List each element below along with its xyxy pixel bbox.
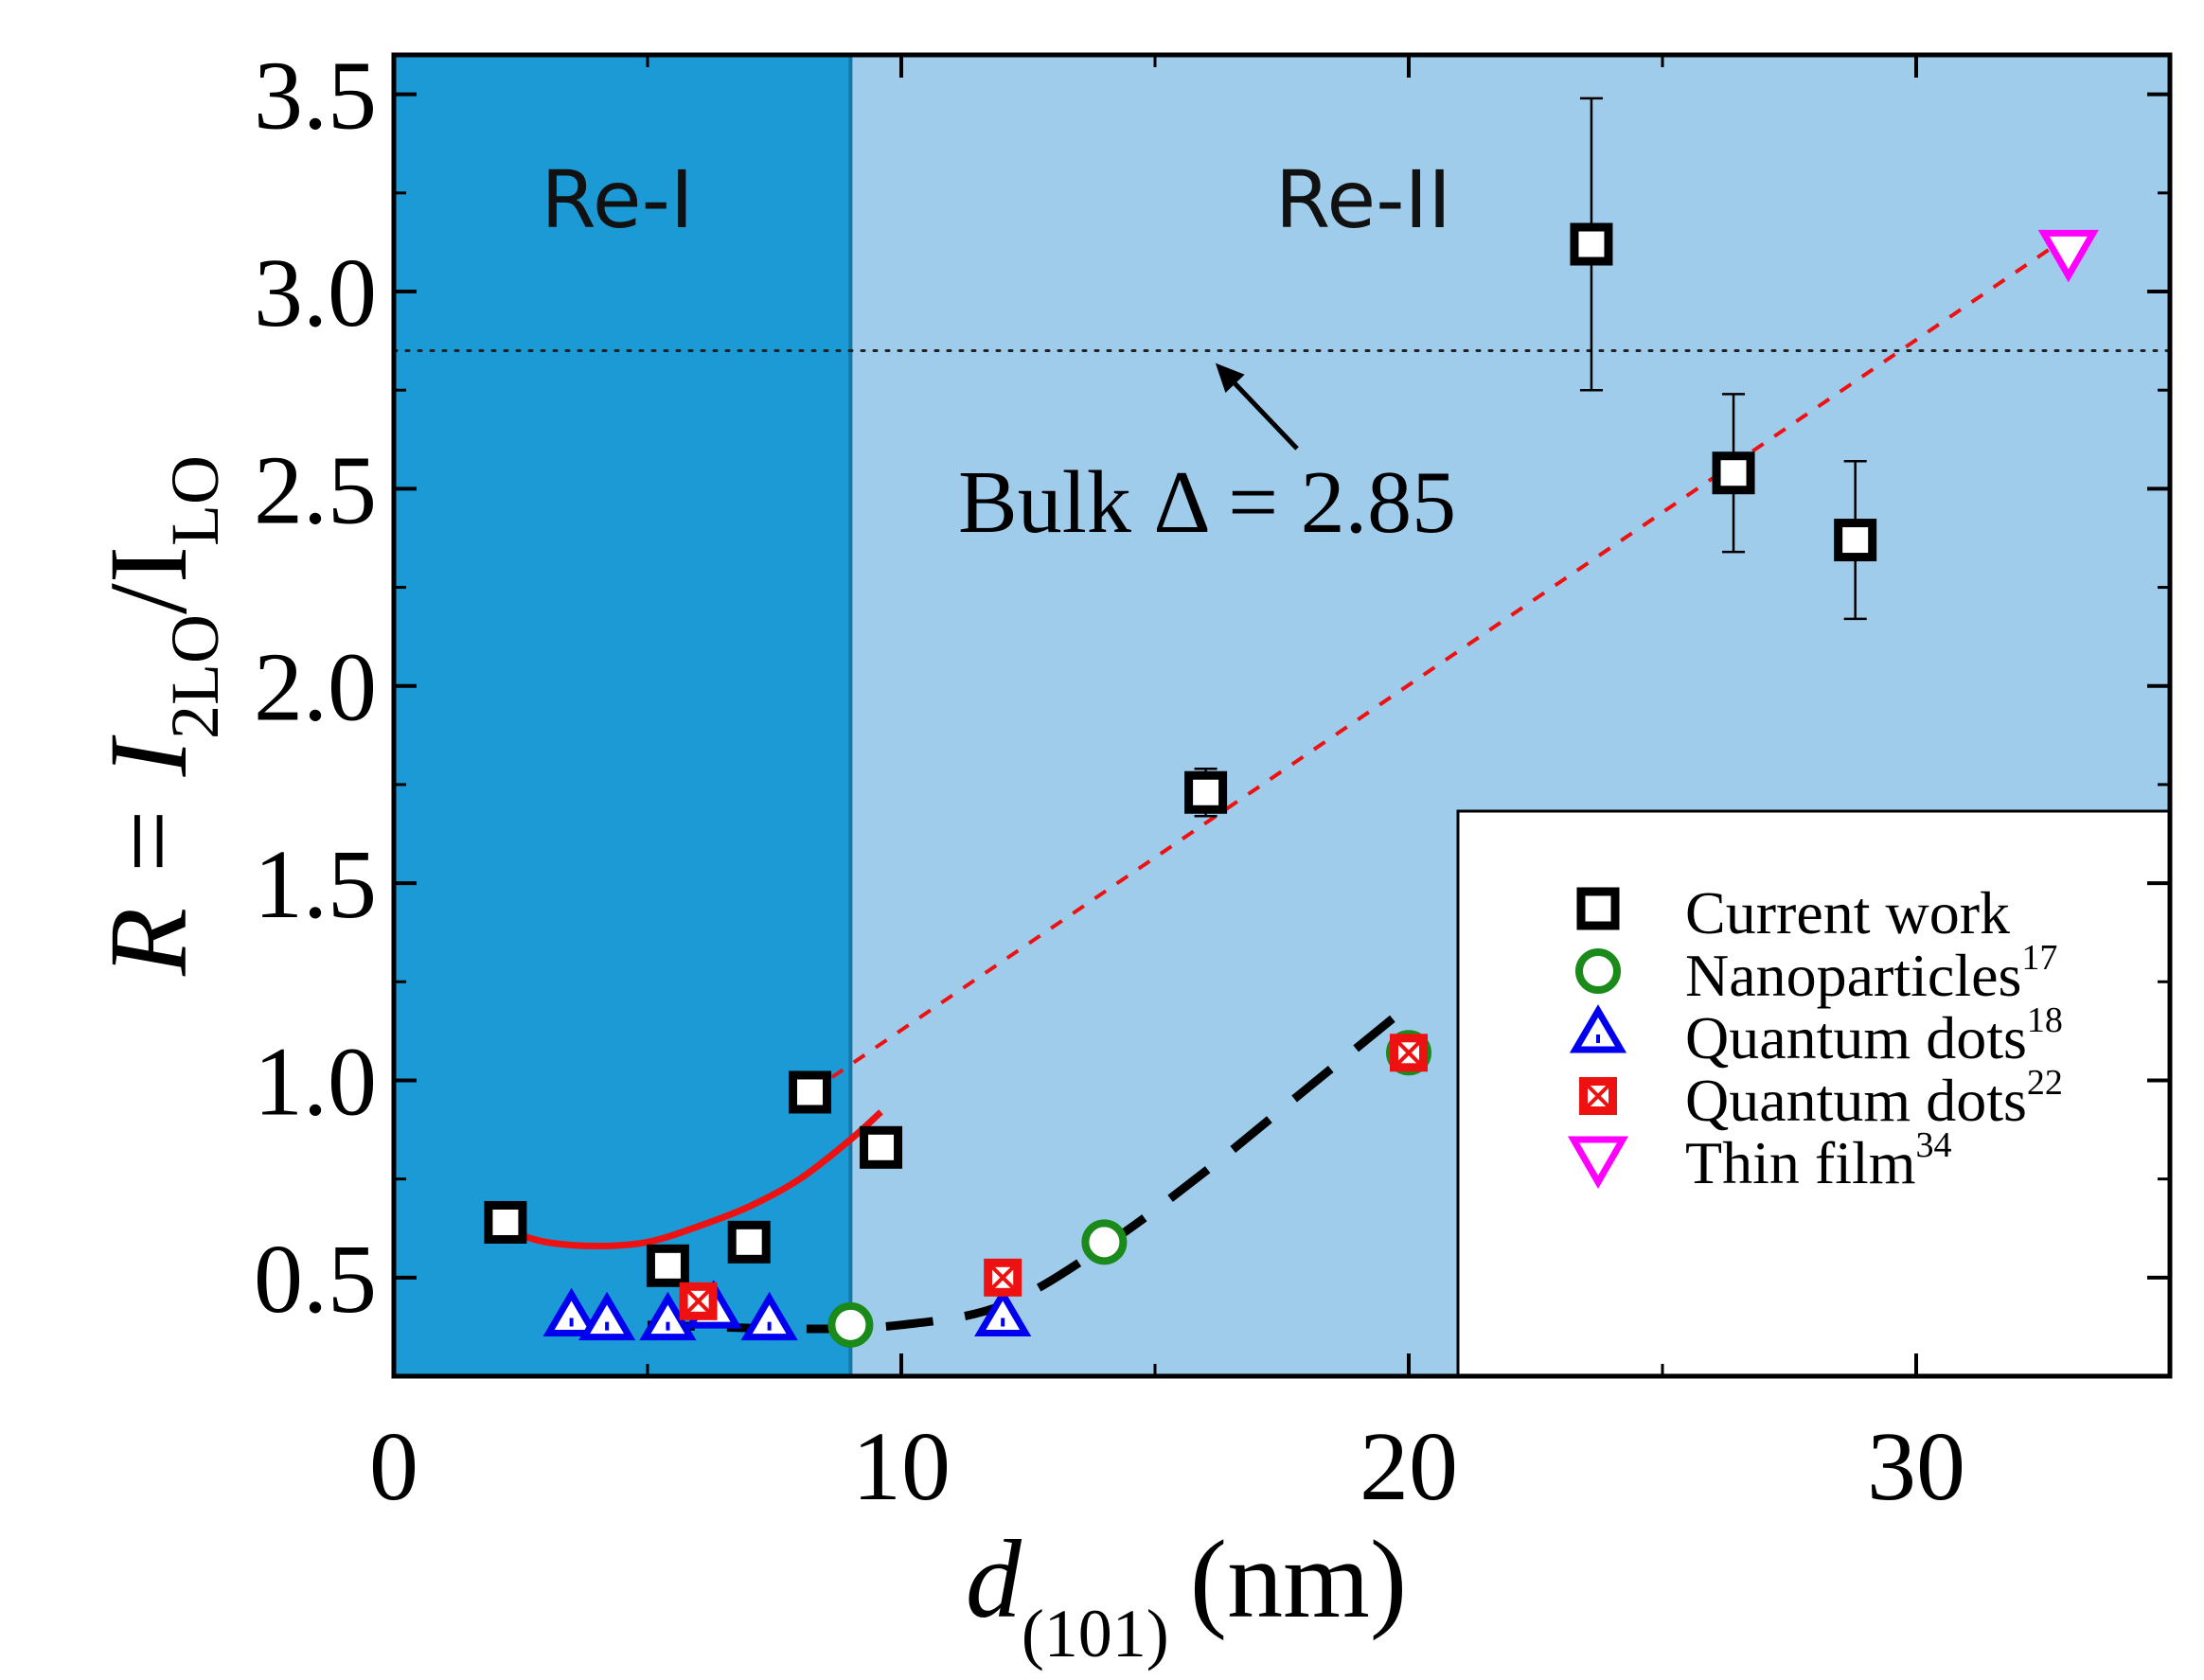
x-axis-label-sub: (101) [1022, 1596, 1169, 1671]
legend-box [1456, 809, 2172, 1377]
y-tick-label: 2.0 [254, 633, 377, 742]
y-tick-label: 0.5 [254, 1225, 377, 1334]
y-tick-label: 2.5 [254, 435, 377, 544]
legend-label: Quantum dots22 [1685, 1063, 2063, 1134]
y-tick-label: 1.0 [254, 1027, 377, 1136]
y-tick-label: 3.5 [254, 42, 377, 150]
point-quantum-dots-5 [974, 1287, 1032, 1336]
point-quantum-dots-2 [1390, 1034, 1428, 1072]
legend-label-ref: 17 [2021, 938, 2057, 978]
point-thin-film-0 [2037, 229, 2099, 283]
legend-label: Quantum dots18 [1685, 1000, 2063, 1071]
y-tick-label: 1.5 [254, 830, 377, 939]
legend-label-name: Quantum dots [1685, 1004, 2027, 1071]
y-tick-label: 3.0 [254, 239, 377, 347]
x-tick-label: 10 [852, 1412, 951, 1521]
region-labels: Re-I Re-II [541, 153, 1451, 246]
legend-label: Thin film34 [1685, 1125, 1952, 1196]
legend-item-current-work: Current work [1576, 879, 2010, 946]
point-current-work-2 [727, 1220, 771, 1264]
y-axis-label: R = I2LO/ILO [86, 455, 233, 977]
x-axis-label-unit: (nm) [1190, 1517, 1407, 1641]
legend-marker [1567, 1136, 1629, 1189]
fit-re-ii-fit [809, 235, 2070, 1094]
legend-marker [1575, 948, 1621, 994]
point-quantum-dots-1 [984, 1258, 1022, 1297]
x-tick-label: 0 [369, 1412, 418, 1521]
y-axis-label-main: R = I [86, 734, 210, 977]
plot-frame [391, 52, 2173, 1379]
legend-label-ref: 22 [2027, 1063, 2063, 1103]
axis-ticks: 0 10 20 30 0.5 1.0 1.5 2.0 2.5 3.0 3.5 [254, 42, 2170, 1521]
point-current-work-7 [1712, 451, 1755, 495]
legend-marker [1569, 1004, 1627, 1053]
point-current-work-6 [1570, 222, 1613, 266]
point-current-work-0 [484, 1200, 527, 1244]
x-tick-label: 20 [1360, 1412, 1458, 1521]
legend-label-name: Quantum dots [1685, 1067, 2027, 1134]
legend-label-name: Nanoparticles [1685, 942, 2021, 1009]
legend-item-nanoparticles-17: Nanoparticles17 [1575, 938, 2057, 1009]
x-tick-label: 30 [1867, 1412, 1965, 1521]
data-points [484, 97, 2099, 1348]
series-thin-film-34 [2037, 229, 2099, 283]
point-current-work-8 [1834, 519, 1877, 562]
point-current-work-3 [789, 1070, 832, 1114]
fit-literature-fit [647, 1001, 1412, 1334]
point-current-work-1 [646, 1244, 689, 1287]
legend-label-ref: 18 [2027, 1000, 2063, 1040]
legend-label: Nanoparticles17 [1685, 938, 2057, 1009]
region-label-re-ii: Re-II [1275, 153, 1451, 246]
point-nanoparticles-1 [1081, 1219, 1128, 1265]
fit-re-i-fit [504, 1109, 883, 1249]
fit-curves [504, 235, 2070, 1334]
point-quantum-dots-1 [578, 1291, 636, 1341]
region-label-re-i: Re-I [541, 153, 693, 246]
series-quantum-dots-22 [679, 1034, 1428, 1320]
series-current-work [484, 97, 1877, 1287]
legend-label-name: Current work [1685, 879, 2010, 946]
legend-label: Current work [1685, 879, 2010, 946]
region-re-i [394, 55, 851, 1376]
bulk-annotation-arrowhead [1215, 363, 1245, 394]
y-axis-label-sub1: 2LO [157, 614, 233, 739]
point-nanoparticles-0 [827, 1301, 874, 1348]
y-axis-label-mid: /I [86, 546, 210, 614]
legend-item-quantum-dots-18: Quantum dots18 [1569, 1000, 2063, 1071]
legend-label-name: Thin film [1685, 1129, 1916, 1196]
point-quantum-dots-4 [740, 1291, 798, 1341]
y-axis-label-sub2: LO [157, 455, 233, 546]
point-current-work-5 [1184, 770, 1228, 814]
reference-layer: Bulk Δ = 2.85 [392, 349, 2172, 552]
point-quantum-dots-0 [542, 1287, 600, 1336]
legend-marker [1576, 887, 1620, 930]
legend-item-quantum-dots-22: Quantum dots22 [1579, 1063, 2063, 1134]
point-current-work-4 [860, 1125, 903, 1169]
x-axis-label-main: d [966, 1517, 1022, 1641]
legend-item-thin-film-34: Thin film34 [1567, 1125, 1952, 1196]
point-quantum-dots-0 [679, 1282, 718, 1320]
point-quantum-dots-2 [639, 1291, 697, 1341]
bulk-annotation-label: Bulk Δ = 2.85 [958, 453, 1456, 552]
x-axis-label: d(101) (nm) [966, 1517, 1407, 1671]
legend-marker [1579, 1077, 1617, 1115]
legend-label-ref: 34 [1916, 1125, 1952, 1165]
